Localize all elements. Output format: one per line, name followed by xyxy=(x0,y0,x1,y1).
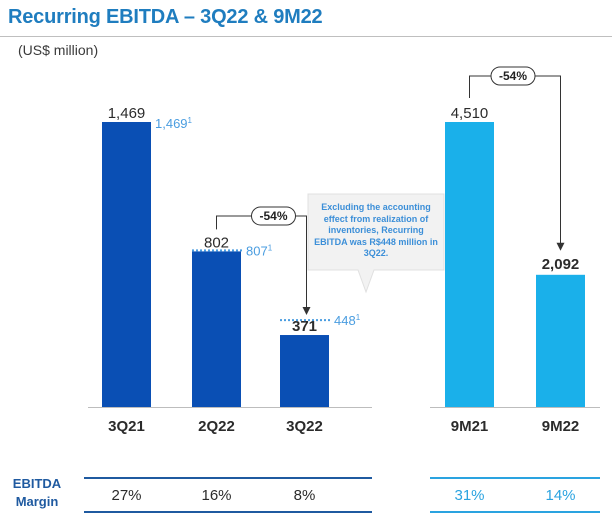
margin-value-9M21: 31% xyxy=(454,487,484,504)
category-label-3Q21: 3Q21 xyxy=(108,418,145,435)
title-divider xyxy=(0,36,612,37)
bar-3Q22 xyxy=(280,335,329,407)
ebitda-margin-row: EBITDA Margin 27% 16% 8% 31% 14% xyxy=(13,476,600,513)
margin-label-line1: EBITDA xyxy=(13,476,62,491)
quarterly-chart: 3Q21 1,469 2Q22 802 3Q22 371 1,4691 8071 4481 -54… xyxy=(88,105,445,435)
page-title: Recurring EBITDA – 3Q22 & 9M22 xyxy=(8,6,323,28)
change-arrowhead-nine-month xyxy=(556,242,565,251)
value-label-9M21: 4,510 xyxy=(451,105,489,122)
margin-label-line2: Margin xyxy=(16,494,59,509)
adjusted-label-3Q21: 1,4691 xyxy=(155,116,193,131)
value-label-9M22: 2,092 xyxy=(542,256,580,273)
note-callout-box xyxy=(307,193,445,294)
margin-value-2Q22: 16% xyxy=(201,487,231,504)
change-badge-quarter xyxy=(251,206,296,226)
adjusted-label-3Q22: 4481 xyxy=(334,313,361,328)
change-badge-nine-month xyxy=(490,66,536,86)
margin-value-3Q21: 27% xyxy=(111,487,141,504)
value-label-3Q22: 371 xyxy=(292,318,317,335)
change-arrowhead-quarter xyxy=(302,307,311,316)
category-label-9M21: 9M21 xyxy=(451,418,489,435)
accounting-note: Excluding the accounting effect from rea… xyxy=(314,202,438,258)
adjusted-label-2Q22: 8071 xyxy=(246,243,273,258)
margin-value-3Q22: 8% xyxy=(294,487,316,504)
category-label-9M22: 9M22 xyxy=(542,418,580,435)
bar-2Q22 xyxy=(192,251,241,407)
value-label-3Q21: 1,469 xyxy=(108,105,146,122)
value-label-2Q22: 802 xyxy=(204,234,229,251)
category-label-3Q22: 3Q22 xyxy=(286,418,323,435)
change-label-quarter: -54% xyxy=(259,209,287,223)
unit-label: (US$ million) xyxy=(18,42,99,58)
bar-9M21 xyxy=(445,122,494,407)
bar-9M22 xyxy=(536,274,585,407)
category-label-2Q22: 2Q22 xyxy=(198,418,235,435)
nine-month-chart: 9M21 4,510 9M22 2,092 -54% xyxy=(430,66,600,435)
margin-value-9M22: 14% xyxy=(545,487,575,504)
change-label-nine-month: -54% xyxy=(499,69,527,83)
bar-3Q21 xyxy=(102,122,151,407)
